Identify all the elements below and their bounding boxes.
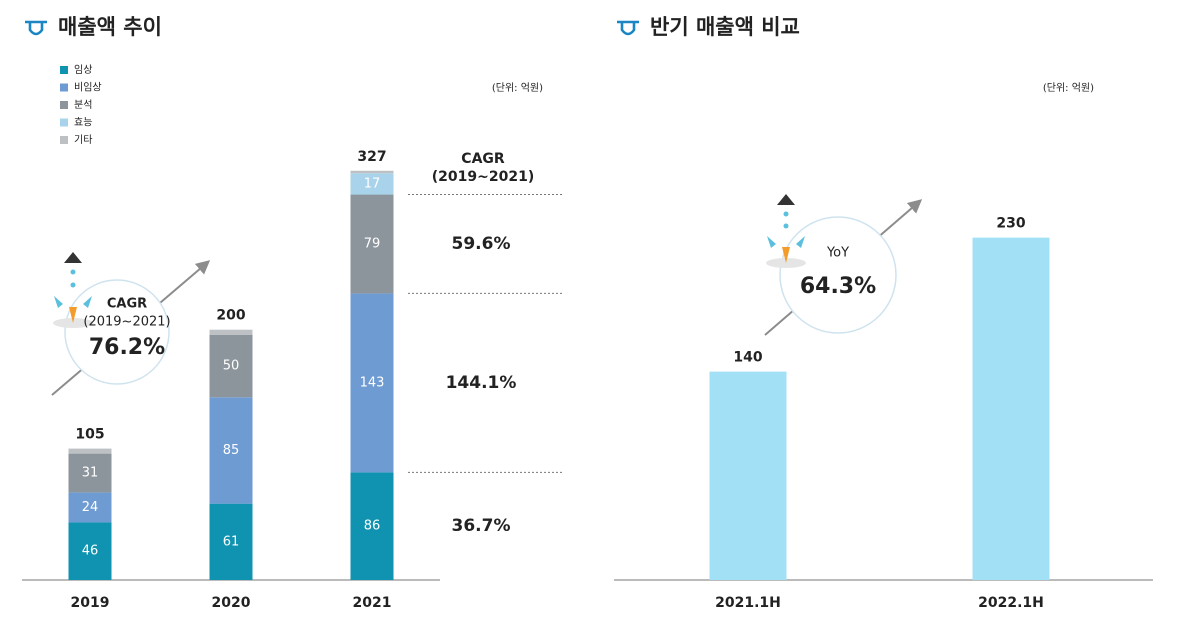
- legend-label: 효능: [74, 117, 92, 129]
- legend-swatch: [60, 101, 68, 109]
- value-label: 230: [996, 216, 1025, 232]
- x-tick-label: 2021: [353, 595, 392, 611]
- bar-segment: [68, 448, 112, 454]
- bar-segment: [350, 173, 394, 195]
- value-label: 50: [223, 359, 240, 374]
- legend-swatch: [60, 66, 68, 74]
- cagr-label: 144.1%: [446, 373, 517, 393]
- total-label: 200: [216, 308, 245, 324]
- badge: [779, 216, 897, 334]
- annotation: 76.2%: [89, 335, 165, 360]
- x-tick-label: 2021.1H: [715, 595, 781, 611]
- rocket-icon: [766, 194, 806, 268]
- bar-segment: [68, 453, 112, 493]
- bar-segment: [209, 397, 253, 504]
- bar: [972, 237, 1050, 580]
- value-label: 85: [223, 443, 240, 458]
- cagr-label: 59.6%: [452, 234, 511, 254]
- value-label: 31: [82, 466, 99, 481]
- bar-segment: [350, 170, 394, 174]
- rocket-icon: [53, 252, 93, 328]
- cagr-label: 36.7%: [452, 516, 511, 536]
- bar-segment: [68, 522, 112, 580]
- annotation: CAGR: [107, 297, 147, 312]
- bar-segment: [209, 503, 253, 580]
- unit-label: (단위: 억원): [492, 81, 543, 94]
- legend-swatch: [60, 118, 68, 127]
- bar-segment: [350, 472, 394, 580]
- x-tick-label: 2019: [71, 595, 110, 611]
- total-label: 105: [75, 427, 104, 443]
- value-label: 61: [223, 534, 240, 549]
- legend-label: 비임상: [74, 81, 102, 94]
- legend-label: 분석: [74, 99, 92, 111]
- legend-swatch: [60, 83, 68, 92]
- bar: [709, 371, 787, 580]
- value-label: 17: [364, 176, 381, 191]
- chart-title: 반기 매출액 비교: [650, 15, 800, 39]
- x-tick-label: 2020: [212, 595, 251, 611]
- total-label: 327: [357, 149, 386, 165]
- x-tick-label: 2022.1H: [978, 595, 1044, 611]
- value-label: 46: [82, 544, 99, 559]
- logo: [25, 20, 639, 36]
- value-label: 143: [360, 375, 385, 390]
- value-label: 140: [733, 350, 762, 366]
- legend-label: 기타: [74, 134, 92, 146]
- chart-title: 매출액 추이: [58, 15, 162, 39]
- annotation: YoY: [826, 246, 849, 261]
- bar-segment: [350, 293, 394, 473]
- annotation: (2019~2021): [432, 169, 534, 185]
- badge: [64, 279, 170, 385]
- annotation: CAGR: [461, 151, 505, 167]
- bar-segment: [350, 194, 394, 294]
- unit-label: (단위: 억원): [1043, 81, 1094, 94]
- bar-segment: [209, 329, 253, 335]
- legend-label: 임상: [74, 63, 92, 76]
- bar-segment: [209, 334, 253, 398]
- annotation: 64.3%: [800, 274, 876, 299]
- legend-swatch: [60, 136, 68, 144]
- annotation: (2019~2021): [83, 315, 170, 330]
- value-label: 86: [364, 519, 381, 534]
- value-label: 79: [364, 236, 381, 251]
- value-label: 24: [82, 500, 99, 515]
- bar-segment: [68, 492, 112, 523]
